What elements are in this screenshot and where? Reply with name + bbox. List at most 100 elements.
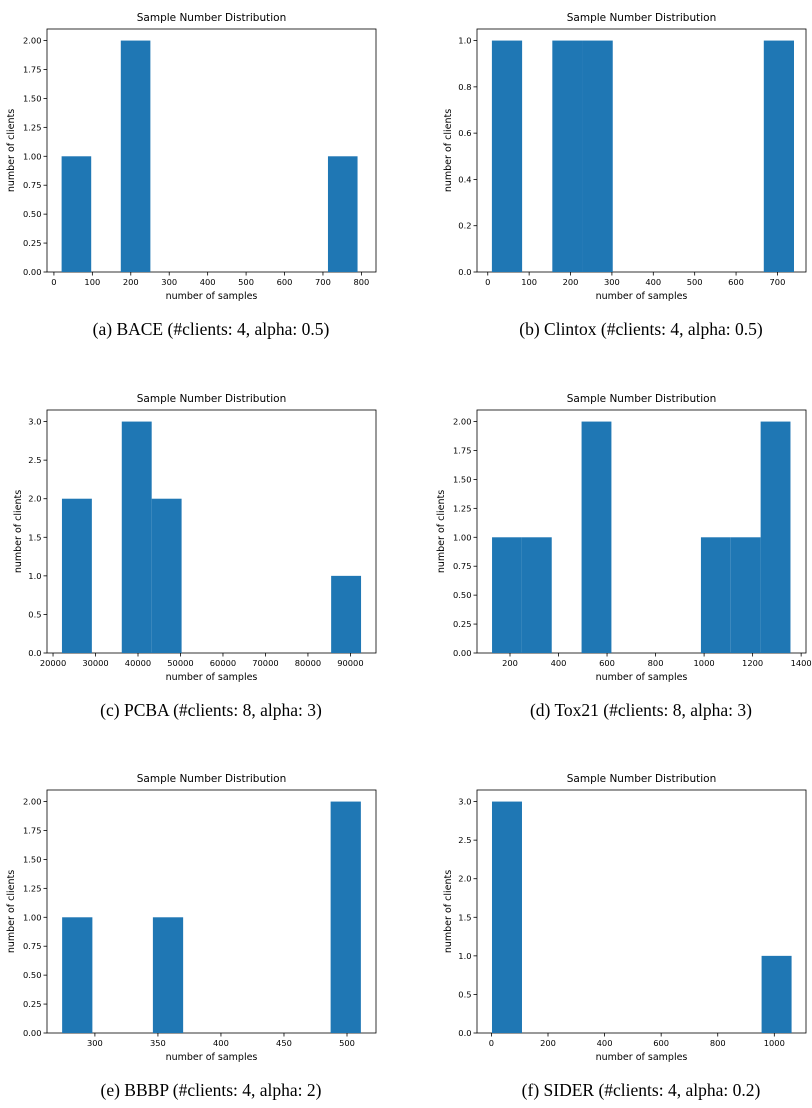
x-tick-label-b-2: 200 (563, 277, 579, 287)
bar-e-2 (330, 801, 361, 1033)
x-tick-label-b-0: 0 (485, 277, 490, 287)
x-tick-label-a-2: 200 (123, 277, 139, 287)
x-tick-label-d-1: 400 (551, 658, 567, 668)
x-tick-label-a-8: 800 (353, 277, 369, 287)
caption-a: (a) BACE (#clients: 4, alpha: 0.5) (93, 319, 330, 339)
chart-title-e: Sample Number Distribution (137, 773, 286, 785)
x-axis-label-b: number of samples (596, 291, 688, 302)
y-tick-label-a-7: 1.75 (23, 65, 41, 75)
x-tick-label-b-3: 300 (604, 277, 620, 287)
bar-d-5 (760, 421, 791, 653)
y-ticks-a: 0.00 0.25 0.50 0.75 1.00 1.25 1.50 1.75 2.00 (23, 36, 47, 277)
y-axis-label-c: number of clients (13, 490, 24, 573)
y-tick-label-c-3: 1.5 (28, 532, 41, 542)
bar-d-2 (581, 421, 612, 653)
y-tick-label-c-6: 3.0 (28, 417, 41, 427)
x-tick-label-c-3: 50000 (167, 658, 193, 668)
bar-a-0 (61, 156, 92, 272)
y-tick-label-f-6: 3.0 (458, 797, 471, 807)
bar-b-0 (491, 40, 523, 272)
y-tick-label-d-6: 1.50 (453, 474, 471, 484)
x-tick-label-c-1: 30000 (82, 658, 108, 668)
plot-frame-f (476, 789, 807, 1034)
panel-e: Sample Number Distribution 300 350 400 450 5… (6, 773, 377, 1100)
x-tick-label-a-7: 700 (315, 277, 331, 287)
y-tick-label-f-2: 1.0 (458, 951, 471, 961)
bar-c-1 (121, 421, 152, 653)
y-tick-label-e-8: 2.00 (23, 797, 41, 807)
y-tick-label-b-4: 0.8 (458, 82, 471, 92)
y-tick-label-e-6: 1.50 (23, 854, 41, 864)
bar-a-1 (120, 40, 151, 272)
y-tick-label-b-2: 0.4 (458, 174, 471, 184)
x-tick-label-d-2: 600 (599, 658, 615, 668)
x-tick-label-f-1: 200 (540, 1038, 556, 1048)
plot-frame-c (46, 409, 377, 654)
x-tick-label-c-2: 40000 (125, 658, 151, 668)
y-tick-label-e-4: 1.00 (23, 912, 41, 922)
bars-b (491, 40, 794, 272)
chart-title-d: Sample Number Distribution (567, 393, 716, 405)
y-tick-label-b-1: 0.2 (458, 221, 471, 231)
x-tick-label-c-7: 90000 (337, 658, 363, 668)
y-ticks-e: 0.00 0.25 0.50 0.75 1.00 1.25 1.50 1.75 2.00 (23, 797, 47, 1038)
bar-b-3 (763, 40, 794, 272)
y-tick-label-a-6: 1.50 (23, 93, 41, 103)
y-ticks-c: 0.0 0.5 1.0 1.5 2.0 2.5 3.0 (28, 417, 47, 658)
x-ticks-c: 20000 30000 40000 50000 60000 70000 80000 90000 (40, 653, 364, 668)
y-tick-label-b-3: 0.6 (458, 128, 471, 138)
panel-b: Sample Number Distribution 0 100 200 300 400… (443, 12, 807, 339)
bar-a-2 (327, 156, 358, 272)
y-tick-label-e-5: 1.25 (23, 883, 41, 893)
y-tick-label-a-8: 2.00 (23, 36, 41, 46)
x-tick-label-f-5: 1000 (764, 1038, 785, 1048)
y-tick-label-d-2: 0.50 (453, 590, 471, 600)
x-tick-label-f-4: 800 (710, 1038, 726, 1048)
x-tick-label-c-4: 60000 (210, 658, 236, 668)
y-tick-label-f-1: 0.5 (458, 989, 471, 999)
x-tick-label-d-5: 1200 (742, 658, 763, 668)
x-ticks-b: 0 100 200 300 400 500 600 700 (485, 272, 785, 287)
caption-d: (d) Tox21 (#clients: 8, alpha: 3) (530, 700, 752, 720)
x-ticks-f: 0 200 400 600 800 1000 (489, 1033, 785, 1048)
bar-c-0 (61, 498, 92, 653)
y-tick-label-d-1: 0.25 (453, 619, 471, 629)
x-axis-label-c: number of samples (166, 672, 258, 683)
bar-d-3 (700, 537, 731, 653)
x-tick-label-e-4: 500 (339, 1038, 355, 1048)
bar-d-1 (521, 537, 552, 653)
plot-frame-b (476, 28, 807, 273)
y-tick-label-a-0: 0.00 (23, 267, 41, 277)
bar-e-1 (152, 917, 184, 1033)
chart-title-c: Sample Number Distribution (137, 393, 286, 405)
bars-d (492, 421, 791, 653)
y-tick-label-d-7: 1.75 (453, 446, 471, 456)
x-ticks-d: 200 400 600 800 1000 1200 1400 (502, 653, 812, 668)
x-tick-label-a-4: 400 (200, 277, 216, 287)
x-tick-label-e-3: 450 (276, 1038, 292, 1048)
x-ticks-e: 300 350 400 450 500 (87, 1033, 355, 1048)
y-tick-label-d-3: 0.75 (453, 561, 471, 571)
chart-title-b: Sample Number Distribution (567, 12, 716, 24)
bar-d-0 (492, 537, 522, 653)
y-ticks-b: 0.0 0.2 0.4 0.6 0.8 1.0 (458, 36, 477, 277)
bar-b-2 (582, 40, 613, 272)
y-axis-label-f: number of clients (443, 870, 454, 953)
caption-c: (c) PCBA (#clients: 8, alpha: 3) (100, 700, 322, 720)
y-tick-label-c-0: 0.0 (28, 648, 41, 658)
x-ticks-a: 0 100 200 300 400 500 600 700 800 (51, 272, 369, 287)
y-tick-label-b-0: 0.0 (458, 267, 471, 277)
panel-c: Sample Number Distribution 20000 30000 400… (13, 393, 377, 720)
y-tick-label-d-0: 0.00 (453, 648, 471, 658)
x-tick-label-a-6: 600 (277, 277, 293, 287)
y-tick-label-e-1: 0.25 (23, 999, 41, 1009)
x-tick-label-f-0: 0 (489, 1038, 494, 1048)
x-tick-label-f-2: 400 (597, 1038, 613, 1048)
x-tick-label-d-3: 800 (648, 658, 664, 668)
y-tick-label-d-5: 1.25 (453, 503, 471, 513)
x-axis-label-d: number of samples (596, 672, 688, 683)
bar-c-3 (331, 575, 362, 653)
y-tick-label-c-2: 1.0 (28, 571, 41, 581)
y-tick-label-d-4: 1.00 (453, 532, 471, 542)
